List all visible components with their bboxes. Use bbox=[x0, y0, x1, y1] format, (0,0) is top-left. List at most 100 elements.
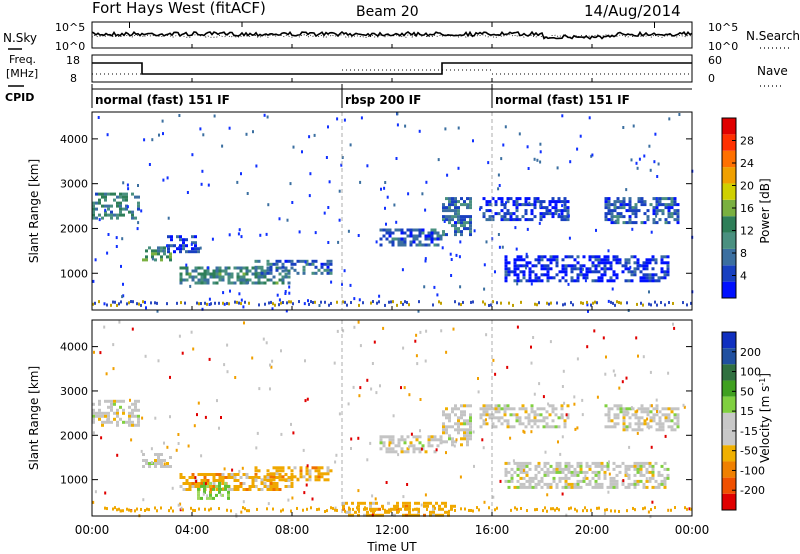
cell bbox=[615, 273, 619, 277]
cell bbox=[646, 215, 650, 219]
cell bbox=[379, 435, 383, 439]
cell bbox=[284, 259, 288, 263]
cell bbox=[317, 268, 321, 272]
cell bbox=[548, 200, 552, 204]
scatter-cell bbox=[207, 266, 210, 270]
cell bbox=[451, 215, 454, 219]
cell bbox=[555, 461, 559, 465]
cell bbox=[651, 464, 655, 468]
colorbar-cell-3 bbox=[722, 380, 736, 397]
scatter-cell bbox=[280, 432, 283, 436]
cell bbox=[287, 271, 291, 275]
cell bbox=[516, 273, 520, 277]
cell bbox=[206, 479, 210, 482]
cell bbox=[185, 266, 189, 270]
cell bbox=[432, 513, 435, 517]
scatter-cell bbox=[547, 402, 550, 406]
cell bbox=[444, 501, 447, 505]
scatter-cell bbox=[525, 252, 528, 256]
cell bbox=[506, 197, 510, 201]
scatter-cell bbox=[252, 130, 254, 134]
cell bbox=[612, 279, 616, 283]
cell bbox=[636, 467, 640, 471]
scatter-cell bbox=[167, 216, 170, 220]
scatter-cell bbox=[338, 218, 341, 222]
cell bbox=[445, 431, 448, 435]
cell bbox=[391, 237, 395, 241]
ground-cell bbox=[580, 301, 582, 305]
cell bbox=[634, 410, 638, 414]
cell bbox=[463, 428, 466, 432]
cell bbox=[197, 250, 200, 254]
ground-cell bbox=[328, 303, 330, 307]
cell bbox=[533, 206, 537, 210]
cell bbox=[212, 482, 216, 485]
cell bbox=[516, 467, 520, 471]
ground-cell bbox=[346, 303, 348, 307]
ground-cell bbox=[618, 509, 620, 513]
ground-cell bbox=[388, 508, 390, 512]
y-tick-label-1: 2000 bbox=[60, 222, 88, 235]
cell bbox=[627, 279, 631, 283]
cell bbox=[308, 475, 312, 479]
cell bbox=[311, 466, 315, 470]
scatter-cell bbox=[500, 157, 503, 161]
ground-cell bbox=[632, 506, 634, 510]
cell bbox=[242, 266, 246, 270]
scatter-cell bbox=[105, 372, 108, 376]
cell bbox=[122, 213, 125, 217]
cell bbox=[667, 416, 671, 420]
scatter-cell bbox=[630, 406, 633, 410]
cell bbox=[573, 258, 577, 262]
ground-cell bbox=[118, 507, 120, 511]
cell bbox=[418, 231, 422, 235]
scatter-cell bbox=[166, 445, 169, 449]
cell bbox=[406, 435, 410, 439]
cell bbox=[379, 441, 383, 445]
cell bbox=[516, 464, 520, 468]
cell bbox=[224, 484, 227, 488]
cell bbox=[454, 407, 457, 411]
ground-cell bbox=[454, 508, 456, 512]
scatter-cell bbox=[121, 237, 124, 241]
cell bbox=[197, 272, 201, 276]
scatter-cell bbox=[296, 477, 299, 481]
cell bbox=[457, 416, 460, 420]
scatter-cell bbox=[137, 184, 139, 187]
cell bbox=[543, 255, 547, 259]
cell bbox=[652, 206, 656, 210]
scatter-cell bbox=[342, 329, 345, 333]
cell bbox=[137, 207, 140, 211]
ground-cell bbox=[134, 509, 136, 513]
cell bbox=[530, 212, 534, 216]
cell bbox=[567, 255, 571, 259]
cell bbox=[503, 407, 507, 411]
scatter-cell bbox=[370, 387, 373, 391]
cell bbox=[269, 268, 273, 272]
ground-cell bbox=[660, 301, 662, 305]
cell bbox=[543, 482, 547, 486]
cell bbox=[645, 273, 649, 277]
cell bbox=[317, 472, 321, 476]
cell bbox=[645, 470, 649, 474]
cell bbox=[466, 431, 469, 435]
cell bbox=[525, 279, 529, 283]
cell bbox=[576, 261, 580, 265]
ground-cell bbox=[218, 507, 220, 511]
cell bbox=[418, 243, 422, 247]
cell bbox=[549, 255, 553, 259]
scatter-cell bbox=[115, 245, 118, 248]
ground-cell bbox=[550, 507, 552, 511]
cell bbox=[469, 413, 472, 417]
cell bbox=[663, 261, 667, 265]
cell bbox=[676, 218, 680, 222]
cell bbox=[269, 262, 273, 266]
cell bbox=[451, 407, 454, 411]
cell bbox=[266, 479, 270, 482]
cell bbox=[239, 278, 243, 282]
cell bbox=[634, 206, 638, 210]
cell bbox=[651, 276, 655, 280]
cell bbox=[588, 467, 592, 471]
cell bbox=[533, 215, 537, 219]
scatter-cell bbox=[228, 233, 231, 237]
